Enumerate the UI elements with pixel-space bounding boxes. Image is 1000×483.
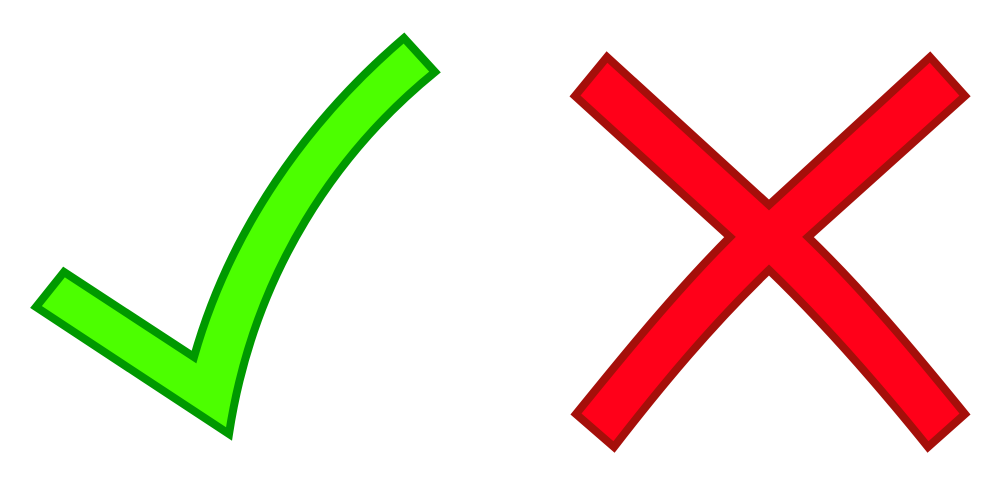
- cross-icon: [569, 51, 971, 453]
- check-mark: [30, 32, 441, 441]
- cross-mark: [500, 0, 1000, 483]
- check-icon: [30, 32, 441, 441]
